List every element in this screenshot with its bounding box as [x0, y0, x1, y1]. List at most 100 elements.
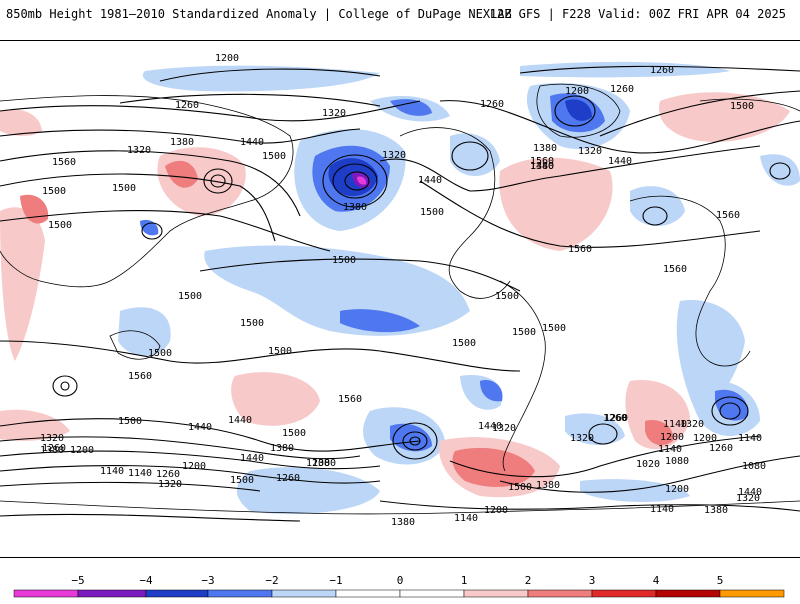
- contour-label: 1260: [175, 100, 199, 111]
- colorbar-swatch: [207, 589, 273, 598]
- contour-label: 1500: [230, 475, 254, 486]
- colorbar-tick-label: 5: [717, 574, 724, 587]
- colorbar-tick-label: 1: [461, 574, 468, 587]
- anomaly-map: 1200 1200 1260 1260 1200 1260 1320 1260 1320 1500…: [0, 29, 800, 558]
- contour-label: 1500: [262, 151, 286, 162]
- contour-label: 1260: [610, 84, 634, 95]
- contour-closed: [203, 168, 233, 194]
- neg-anomaly-region: [760, 154, 800, 186]
- contour-label: 1500: [48, 220, 72, 231]
- contour-label: 1200: [306, 458, 330, 469]
- contour-label: 1020: [636, 459, 660, 470]
- contour-label: 1140: [738, 433, 762, 444]
- colorbar-tick-label: 0: [397, 574, 404, 587]
- neg-anomaly-region: [520, 61, 730, 78]
- contour-label: 1380: [40, 445, 64, 456]
- contour-label: 1140: [100, 466, 124, 477]
- contour-label: 1200: [693, 433, 717, 444]
- contour-line: [419, 180, 761, 248]
- colorbar: −5 −4 −3 −2 −1 0 1 2 3 4 5: [0, 572, 800, 600]
- contour-closed: [642, 206, 668, 226]
- contour-line: [599, 90, 800, 137]
- contour-line: [379, 145, 761, 192]
- contour-label: 1140: [658, 444, 682, 455]
- neg-anomaly-region: [204, 245, 470, 336]
- contour-label: 1320: [736, 493, 760, 504]
- contour-label: 1200: [660, 432, 684, 443]
- contour-label: 1440: [240, 137, 264, 148]
- contour-label: 1260: [650, 65, 674, 76]
- colorbar-swatch: [13, 589, 79, 598]
- colorbar-tick-label: 4: [653, 574, 660, 587]
- coastline: [629, 195, 751, 367]
- colorbar-tick-label: −4: [139, 574, 153, 587]
- pos-anomaly-region: [0, 109, 42, 136]
- contour-line: [519, 65, 800, 74]
- contour-label: 1380: [170, 137, 194, 148]
- contour-label: 1260: [156, 469, 180, 480]
- neg-anomaly-region: [357, 176, 367, 185]
- contour-line: [379, 500, 800, 512]
- contour-line: [0, 150, 301, 217]
- colorbar-swatch: [719, 589, 785, 598]
- contour-closed: [451, 141, 489, 171]
- contour-label: 1260: [480, 99, 504, 110]
- contour-line: [449, 435, 761, 478]
- neg-anomaly-region: [480, 380, 503, 402]
- pos-anomaly-region: [645, 420, 674, 446]
- height-contours: [0, 65, 800, 522]
- contour-label: 1320: [492, 423, 516, 434]
- contour-label: 1380: [391, 517, 415, 528]
- contour-label: 1260: [276, 473, 300, 484]
- contour-label: 1080: [665, 456, 689, 467]
- coastline: [699, 98, 800, 112]
- coastline: [536, 83, 621, 138]
- colorbar-swatch: [271, 589, 337, 598]
- coastline: [399, 127, 511, 299]
- colorbar-tick-label: 2: [525, 574, 532, 587]
- contour-closed: [392, 422, 438, 460]
- neg-anomaly-region: [450, 133, 500, 176]
- contour-label: 1380: [704, 505, 728, 516]
- contour-label: 1500: [148, 348, 172, 359]
- pos-anomaly-region: [231, 372, 320, 426]
- pos-anomaly-region: [0, 409, 70, 441]
- contour-label: 1320: [570, 433, 594, 444]
- colorbar-tick-label: −2: [265, 574, 278, 587]
- header: 850mb Height 1981–2010 Standardized Anom…: [0, 0, 800, 40]
- neg-anomaly-region: [390, 423, 432, 452]
- contour-line: [0, 436, 361, 460]
- pos-anomaly-region: [452, 447, 535, 487]
- contour-line: [0, 513, 301, 522]
- contour-line: [0, 173, 276, 242]
- contour-line: [0, 418, 421, 452]
- neg-anomaly-region: [390, 99, 432, 116]
- contour-label: 1440: [608, 156, 632, 167]
- contour-closed: [409, 436, 421, 446]
- contour-label: 1260: [42, 443, 66, 454]
- contour-label: 1500: [282, 428, 306, 439]
- contour-label: 1500: [495, 291, 519, 302]
- contour-closed: [711, 396, 749, 426]
- contour-label: 1560: [716, 210, 740, 221]
- contour-closed: [141, 222, 163, 240]
- neg-anomaly-region: [565, 413, 625, 446]
- contour-label: 1380: [530, 161, 554, 172]
- contour-line: [199, 258, 521, 292]
- contour-line: [119, 93, 381, 107]
- contour-label: 1500: [112, 183, 136, 194]
- colorbar-tick-label: 3: [589, 574, 596, 587]
- pos-anomaly-region: [659, 92, 790, 142]
- colorbar-swatch: [399, 589, 465, 598]
- contour-label: 1320: [322, 108, 346, 119]
- contour-line: [0, 128, 361, 144]
- contour-label: 1500: [542, 323, 566, 334]
- contour-label: 1500: [178, 291, 202, 302]
- contour-line: [0, 481, 261, 492]
- contour-label: 1560: [338, 394, 362, 405]
- contour-label: 1260: [603, 413, 627, 424]
- contour-label: 1080: [742, 461, 766, 472]
- contour-label: 1440: [228, 415, 252, 426]
- contour-label: 1500: [268, 346, 292, 357]
- colorbar-svg: −5 −4 −3 −2 −1 0 1 2 3 4 5: [13, 574, 785, 598]
